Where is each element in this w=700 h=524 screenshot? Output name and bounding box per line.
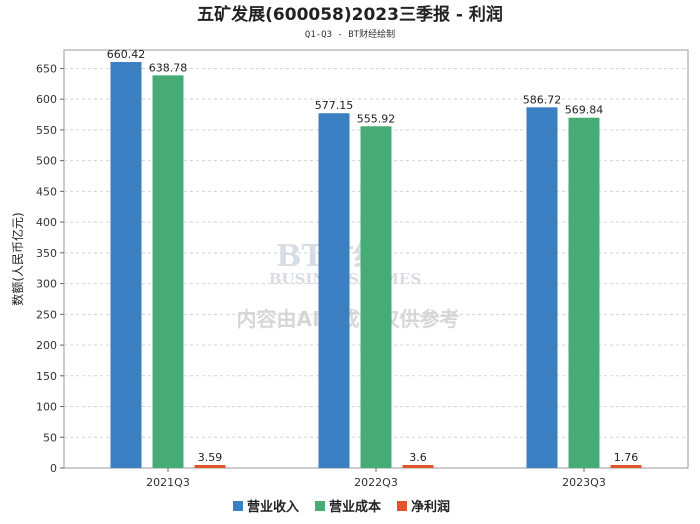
data-label: 638.78 xyxy=(149,61,188,74)
y-tick-label: 50 xyxy=(43,431,57,444)
y-tick-label: 600 xyxy=(36,93,57,106)
bar xyxy=(610,465,642,468)
y-tick-label: 650 xyxy=(36,62,57,75)
legend-swatch xyxy=(397,501,407,511)
data-label: 555.92 xyxy=(357,112,396,125)
y-tick-label: 0 xyxy=(50,462,57,475)
x-axis-ticks: 2021Q3 2022Q3 2023Q3 xyxy=(146,468,606,489)
bar xyxy=(360,126,392,468)
y-tick-label: 250 xyxy=(36,308,57,321)
data-label: 1.76 xyxy=(614,451,639,464)
y-tick-label: 550 xyxy=(36,124,57,137)
y-tick-label: 350 xyxy=(36,247,57,260)
legend-swatch xyxy=(233,501,243,511)
bar xyxy=(110,62,142,468)
y-tick-label: 150 xyxy=(36,370,57,383)
legend-label: 净利润 xyxy=(411,499,450,515)
bar xyxy=(526,107,558,468)
y-axis-ticks: 0 50 100 150 200 250 300 350 400 450 500 550 600 650 xyxy=(36,62,64,475)
legend-swatch xyxy=(315,501,325,511)
y-tick-label: 400 xyxy=(36,216,57,229)
legend-label: 营业收入 xyxy=(247,499,299,515)
y-tick-label: 450 xyxy=(36,185,57,198)
data-label: 577.15 xyxy=(315,99,354,112)
x-tick-label: 2021Q3 xyxy=(146,476,190,489)
y-tick-label: 500 xyxy=(36,155,57,168)
chart-title: 五矿发展(600058)2023三季报 - 利润 xyxy=(197,4,503,25)
data-label: 3.6 xyxy=(409,451,427,464)
data-label: 660.42 xyxy=(107,48,146,61)
data-label: 3.59 xyxy=(198,451,223,464)
data-label: 569.84 xyxy=(565,104,604,117)
data-label: 586.72 xyxy=(523,93,562,106)
y-tick-label: 300 xyxy=(36,278,57,291)
x-tick-label: 2023Q3 xyxy=(562,476,606,489)
bar xyxy=(402,465,434,468)
y-tick-label: 200 xyxy=(36,339,57,352)
bar xyxy=(152,75,184,469)
legend: 营业收入 营业成本 净利润 xyxy=(233,499,450,515)
bar xyxy=(318,113,350,468)
bar xyxy=(568,117,600,468)
x-tick-label: 2022Q3 xyxy=(354,476,398,489)
bar xyxy=(194,465,226,468)
chart-subtitle: Q1-Q3 - BT财经绘制 xyxy=(305,28,395,40)
legend-label: 营业成本 xyxy=(329,499,381,515)
y-axis-label: 数额(人民币亿元) xyxy=(10,212,25,305)
y-tick-label: 100 xyxy=(36,401,57,414)
